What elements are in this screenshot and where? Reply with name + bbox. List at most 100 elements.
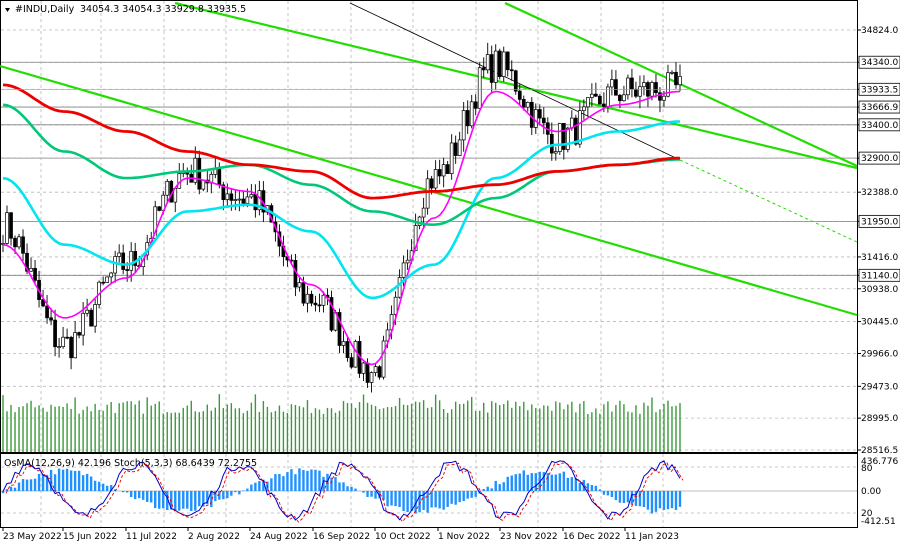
candlesticks <box>1 42 682 393</box>
histogram-bar <box>282 476 285 491</box>
candle-body <box>157 206 162 211</box>
histogram-bar <box>562 471 566 491</box>
histogram-bar <box>1 491 5 494</box>
histogram-bar <box>230 491 233 496</box>
histogram-bar <box>594 485 598 491</box>
ohlc-readout: 34054.3 34054.3 33929.8 33935.5 <box>80 4 246 15</box>
collapse-triangle-icon[interactable] <box>5 8 10 12</box>
histogram-bar <box>650 491 654 514</box>
histogram-bar <box>254 482 257 491</box>
histogram-bar <box>278 474 281 491</box>
histogram-bar <box>342 482 345 491</box>
price-scale[interactable]: 34824.0 34340.0 33933.5 33666.9 33400.0 32900… <box>857 26 900 456</box>
candle-body <box>381 340 386 378</box>
candle-body <box>53 319 57 348</box>
histogram-bar <box>470 491 473 498</box>
histogram-bar <box>654 491 658 512</box>
histogram-bar <box>378 491 381 499</box>
histogram-bar <box>326 473 329 491</box>
candle-body <box>618 94 622 102</box>
candle-body <box>297 282 302 288</box>
candle-body <box>590 93 594 98</box>
candle-body <box>121 252 126 270</box>
candle-body <box>113 256 118 274</box>
histogram-bar <box>9 486 13 491</box>
candle-body <box>610 79 614 88</box>
histogram-bar <box>570 477 574 491</box>
candle-body <box>341 341 346 346</box>
histogram-bar <box>250 484 253 491</box>
histogram-bar <box>133 491 137 500</box>
histogram-bar <box>494 480 497 491</box>
candle-body <box>89 309 93 327</box>
histogram-bar <box>125 491 129 493</box>
candle-body <box>557 123 562 152</box>
price-label: 29473.0 <box>861 382 898 392</box>
histogram-bar <box>142 491 145 500</box>
candle-body <box>429 178 434 189</box>
time-scale[interactable]: 23 May 2022 15 Jun 2022 11 Jul 2022 2 Aug 2… <box>2 527 679 542</box>
histogram-bar <box>530 473 533 491</box>
histogram-bar <box>554 474 558 491</box>
histogram-bar <box>630 491 634 505</box>
histogram-bar <box>121 491 125 493</box>
ema-line <box>2 90 681 366</box>
price-label: 33400.0 <box>861 121 898 131</box>
candle-body <box>517 90 522 100</box>
histogram-bar <box>338 482 341 491</box>
histogram-bar <box>194 491 197 511</box>
candle-body <box>345 341 350 358</box>
histogram-bar <box>610 491 614 498</box>
histogram-bar <box>402 491 405 512</box>
histogram-bar <box>590 485 594 491</box>
time-label: 23 Nov 2022 <box>500 532 558 542</box>
candle-body <box>670 71 674 74</box>
price-label: 30938.0 <box>861 285 898 295</box>
histogram-bar <box>57 468 61 491</box>
price-level-tag <box>858 268 900 282</box>
histogram-bar <box>518 473 521 491</box>
histogram-bar <box>270 478 273 491</box>
histogram-bar <box>486 486 489 491</box>
candle-body <box>65 336 69 339</box>
histogram-bar <box>422 491 425 510</box>
histogram-bar <box>634 491 638 506</box>
histogram-bar <box>318 470 321 491</box>
histogram-bar <box>450 491 453 504</box>
candle-body <box>313 302 318 306</box>
candle-body <box>594 93 598 97</box>
histogram-bar <box>162 491 165 509</box>
candle-body <box>513 70 518 92</box>
osc-scale-label: 20 <box>861 509 873 519</box>
time-label: 16 Dec 2022 <box>563 532 621 542</box>
histogram-bar <box>670 491 674 509</box>
price-label: 28995.0 <box>861 414 898 424</box>
histogram-bar <box>93 480 97 491</box>
histogram-bar <box>65 468 69 491</box>
histogram-bar <box>462 491 465 502</box>
histogram-bar <box>546 473 550 491</box>
candle-body <box>105 276 110 283</box>
histogram-bar <box>366 491 369 497</box>
candle-body <box>233 199 238 201</box>
candle-body <box>217 167 222 186</box>
candle-body <box>101 281 105 284</box>
histogram-bar <box>642 491 646 508</box>
histogram-bar <box>370 491 373 497</box>
histogram-bar <box>274 474 277 491</box>
candle-body <box>49 317 53 321</box>
time-label: 23 May 2022 <box>3 532 62 542</box>
price-level-tag <box>858 214 900 228</box>
candle-body <box>253 194 258 211</box>
candle-body <box>489 54 494 83</box>
candle-body <box>309 293 314 304</box>
candle-body <box>369 372 374 383</box>
histogram-bar <box>294 474 297 491</box>
candle-body <box>481 67 486 71</box>
histogram-bar <box>626 491 630 503</box>
time-label: 1 Nov 2022 <box>438 532 490 542</box>
time-label: 16 Sep 2022 <box>313 532 370 542</box>
histogram-bar <box>101 483 105 491</box>
